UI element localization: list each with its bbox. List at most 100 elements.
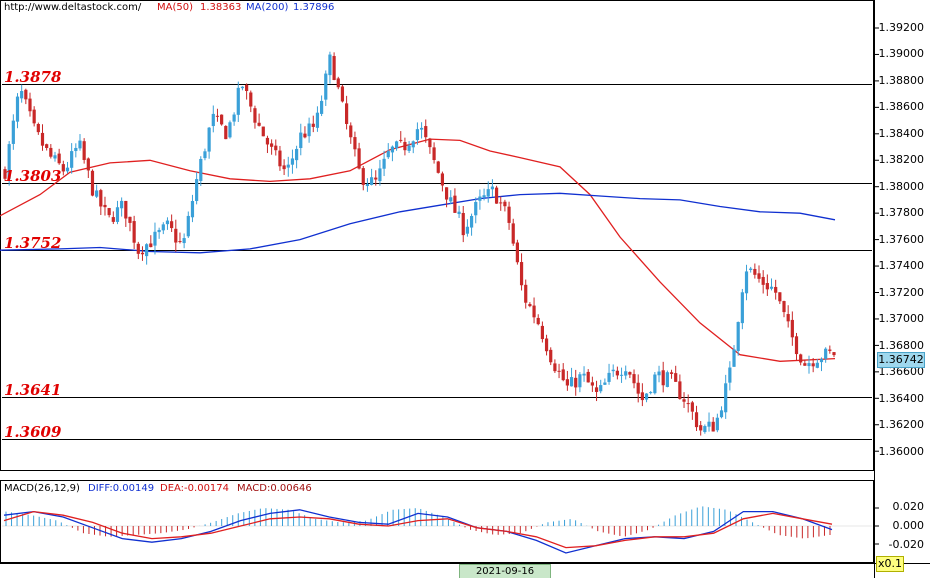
bullish-candle [407,145,411,151]
bullish-candle [120,200,124,209]
bullish-candle [478,196,482,201]
bullish-candle [315,112,320,128]
bearish-candle [782,301,786,313]
bullish-candle [199,158,203,181]
bearish-candle [282,165,286,170]
ma200-value: 1.37896 [293,2,335,13]
bearish-candle [132,221,136,243]
macd-pane-frame [0,480,874,563]
bearish-candle [636,382,640,394]
price-tick-label: 1.36600 [878,365,925,378]
bearish-candle [828,349,832,351]
bearish-candle [399,139,403,141]
bearish-candle [757,273,761,279]
bullish-candle [307,123,311,137]
bullish-candle [665,372,669,387]
bearish-candle [24,89,28,100]
bullish-candle [232,114,236,122]
scale-badge[interactable]: x0.1 [876,556,904,572]
bearish-candle [253,108,257,123]
bearish-candle [353,137,357,150]
bullish-candle [649,392,653,394]
bearish-candle [674,373,678,382]
bullish-candle [165,220,170,225]
bullish-candle [490,186,495,190]
bearish-candle [86,158,90,171]
bearish-candle [786,314,790,322]
bearish-candle [432,147,436,161]
bullish-candle [703,426,707,433]
bearish-candle [753,268,757,275]
bullish-candle [569,377,574,387]
bullish-candle [744,271,749,294]
bullish-candle [644,393,649,400]
bearish-candle [640,392,644,401]
bearish-candle [561,369,565,381]
bullish-candle [11,120,15,144]
bullish-candle [386,151,390,158]
bullish-candle [236,87,240,115]
bullish-candle [78,140,82,149]
bullish-candle [732,349,736,367]
bullish-candle [365,183,370,187]
bearish-candle [628,372,632,375]
bullish-candle [740,292,744,324]
macd-dea-line [3,510,833,549]
bearish-candle [794,336,799,355]
bearish-candle [349,125,353,138]
bearish-candle [790,319,794,338]
bearish-candle [557,370,561,372]
bullish-candle [382,158,386,169]
price-tick-label: 1.38000 [878,180,925,193]
bullish-candle [611,369,615,372]
bearish-candle [303,133,307,138]
bullish-candle [390,146,395,153]
bullish-candle [415,129,420,141]
bearish-candle [832,352,836,356]
bearish-candle [344,103,349,124]
bearish-candle [553,363,557,372]
ma200-label: MA(200) [246,2,289,13]
bullish-candle [724,383,728,413]
bullish-candle [286,164,290,168]
bearish-candle [778,292,782,302]
bearish-candle [270,143,274,147]
bullish-candle [819,359,824,363]
bearish-candle [503,201,507,207]
bearish-candle [124,200,128,219]
bearish-candle [690,402,694,412]
bullish-candle [707,421,711,427]
bullish-candle [486,189,490,197]
bullish-candle [815,362,819,368]
bearish-candle [528,304,532,307]
bullish-candle [715,417,719,431]
bearish-candle [257,122,261,126]
bullish-candle [824,348,828,359]
bullish-candle [419,127,424,130]
bearish-candle [453,195,457,213]
bearish-candle [49,147,53,157]
bullish-candle [295,148,299,161]
bearish-candle [215,115,220,117]
price-tick-label: 1.36200 [878,418,925,431]
bullish-candle [20,91,24,99]
level-label-5: 1.3609 [4,423,62,441]
bearish-candle [424,126,428,138]
price-pane-frame [0,0,874,471]
bullish-candle [299,132,303,148]
site-url[interactable]: http://www.deltastock.com/ [4,2,142,13]
bullish-candle [240,86,245,89]
bearish-candle [544,338,549,352]
bearish-candle [774,286,778,293]
bearish-candle [594,387,599,392]
bullish-candle [474,202,478,216]
bullish-candle [378,168,382,182]
price-tick-label: 1.36800 [878,339,925,352]
bullish-candle [190,201,195,218]
bullish-candle [719,410,724,418]
bullish-candle [328,54,332,76]
bearish-candle [799,354,803,363]
bullish-candle [320,100,324,114]
